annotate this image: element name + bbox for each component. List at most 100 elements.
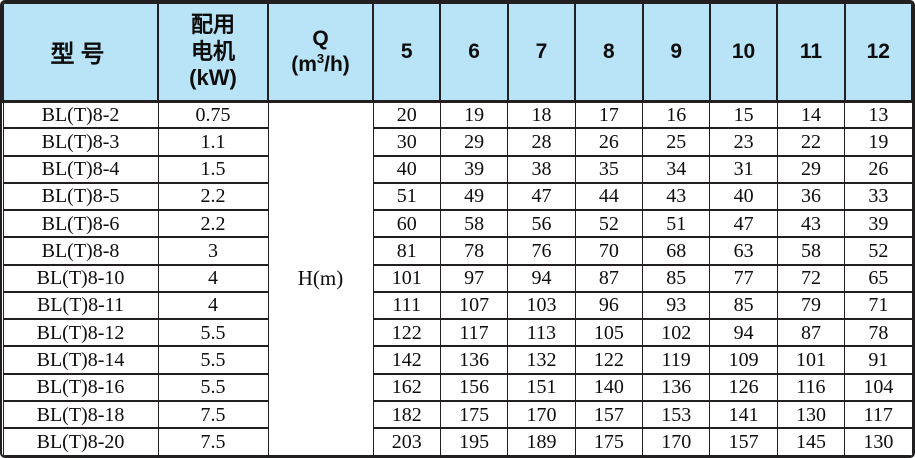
q-unit-superscript: 3 [316,51,325,67]
motor-power-column-header: 配用 电机 (kW) [157,2,269,103]
model-cell: BL(T)8-3 [2,127,159,157]
table-header: 型号 配用 电机 (kW) Q (m3/h) 5 6 7 8 9 10 11 12 [2,2,913,103]
table-row: BL(T)8-6 2.2 60 58 56 52 51 47 43 39 [2,209,913,238]
motor-power-cell: 2.2 [157,181,269,211]
model-cell: BL(T)8-20 [2,427,159,456]
head-value-cell: 145 [776,427,846,456]
head-value-cell: 96 [574,290,644,320]
head-value-cell: 94 [709,318,778,347]
head-value-cell: 97 [439,263,509,293]
head-value-cell: 38 [507,154,576,184]
head-value-cell: 109 [709,345,778,375]
head-value-cell: 77 [709,263,778,293]
head-value-cell: 23 [709,127,778,157]
head-value-cell: 130 [776,399,846,429]
head-value-cell: 87 [574,263,644,293]
head-value-cell: 91 [844,345,913,375]
table-body: BL(T)8-2 0.75 H(m) 20 19 18 17 16 15 14 13 BL(T)8-3… [2,99,913,456]
head-value-cell: 71 [844,290,913,320]
head-value-cell: 153 [641,399,711,429]
motor-power-cell: 1.5 [157,154,269,184]
head-value-cell: 17 [574,99,644,129]
head-value-cell: 105 [574,318,644,347]
head-value-cell: 122 [372,318,441,347]
head-value-cell: 103 [507,290,576,320]
head-value-cell: 119 [641,345,711,375]
head-value-cell: 117 [844,399,913,429]
head-value-cell: 47 [709,209,778,238]
head-value-cell: 157 [574,399,644,429]
head-value-cell: 43 [641,181,711,211]
head-value-cell: 68 [641,236,711,266]
motor-power-cell: 5.5 [157,318,269,347]
head-value-cell: 107 [439,290,509,320]
head-value-cell: 49 [439,181,509,211]
head-value-cell: 52 [574,209,644,238]
table-row: BL(T)8-12 5.5 122 117 113 105 102 94 87 78 [2,318,913,347]
motor-power-cell: 1.1 [157,127,269,157]
model-cell: BL(T)8-6 [2,209,159,238]
flow-value-column-header: 6 [439,2,509,103]
head-value-cell: 117 [439,318,509,347]
head-value-cell: 170 [641,427,711,456]
model-cell: BL(T)8-16 [2,372,159,402]
head-value-cell: 34 [641,154,711,184]
table-row: BL(T)8-14 5.5 142 136 132 122 119 109 101 91 [2,345,913,375]
head-value-cell: 15 [709,99,778,129]
head-value-cell: 78 [439,236,509,266]
model-cell: BL(T)8-11 [2,290,159,320]
head-value-cell: 51 [372,181,441,211]
motor-power-cell: 0.75 [157,99,269,129]
model-cell: BL(T)8-5 [2,181,159,211]
head-value-cell: 81 [372,236,441,266]
model-cell: BL(T)8-2 [2,99,159,129]
head-value-cell: 47 [507,181,576,211]
q-unit-suffix: /h) [324,53,350,77]
head-value-cell: 94 [507,263,576,293]
model-cell: BL(T)8-10 [2,263,159,293]
head-value-cell: 52 [844,236,913,266]
head-value-cell: 175 [574,427,644,456]
table-row: BL(T)8-3 1.1 30 29 28 26 25 23 22 19 [2,127,913,157]
head-value-cell: 130 [844,427,913,456]
head-value-cell: 136 [641,372,711,402]
head-value-cell: 39 [844,209,913,238]
motor-label-line3: (kW) [189,64,237,90]
head-value-cell: 72 [776,263,846,293]
head-value-cell: 70 [574,236,644,266]
head-value-cell: 29 [776,154,846,184]
head-value-cell: 39 [439,154,509,184]
head-value-cell: 195 [439,427,509,456]
q-label: Q [312,27,329,51]
table-row: BL(T)8-18 7.5 182 175 170 157 153 141 130 117 [2,399,913,429]
table-row: BL(T)8-20 7.5 203 195 189 175 170 157 145 130 [2,427,913,456]
head-value-cell: 18 [507,99,576,129]
table-row: BL(T)8-16 5.5 162 156 151 140 136 126 116 104 [2,372,913,402]
head-value-cell: 30 [372,127,441,157]
head-value-cell: 14 [776,99,846,129]
motor-power-cell: 7.5 [157,427,269,456]
head-value-cell: 189 [507,427,576,456]
head-value-cell: 87 [776,318,846,347]
flow-value-column-header: 5 [371,2,442,103]
motor-power-cell: 2.2 [157,209,269,238]
head-value-cell: 79 [776,290,846,320]
motor-power-cell: 5.5 [157,345,269,375]
head-value-cell: 40 [372,154,441,184]
head-value-cell: 157 [709,427,778,456]
head-value-cell: 101 [372,263,441,293]
flow-value-column-header: 8 [574,2,644,103]
header-row: 型号 配用 电机 (kW) Q (m3/h) 5 6 7 8 9 10 11 12 [2,2,913,103]
head-value-cell: 102 [641,318,711,347]
model-cell: BL(T)8-14 [2,345,159,375]
model-cell: BL(T)8-12 [2,318,159,347]
head-value-cell: 101 [776,345,846,375]
flow-value-column-header: 7 [506,2,577,103]
head-value-cell: 60 [372,209,441,238]
head-value-cell: 93 [641,290,711,320]
model-column-header: 型号 [2,2,159,103]
table-row: BL(T)8-4 1.5 40 39 38 35 34 31 29 26 [2,154,913,184]
head-value-cell: 16 [641,99,711,129]
head-value-cell: 162 [372,372,441,402]
